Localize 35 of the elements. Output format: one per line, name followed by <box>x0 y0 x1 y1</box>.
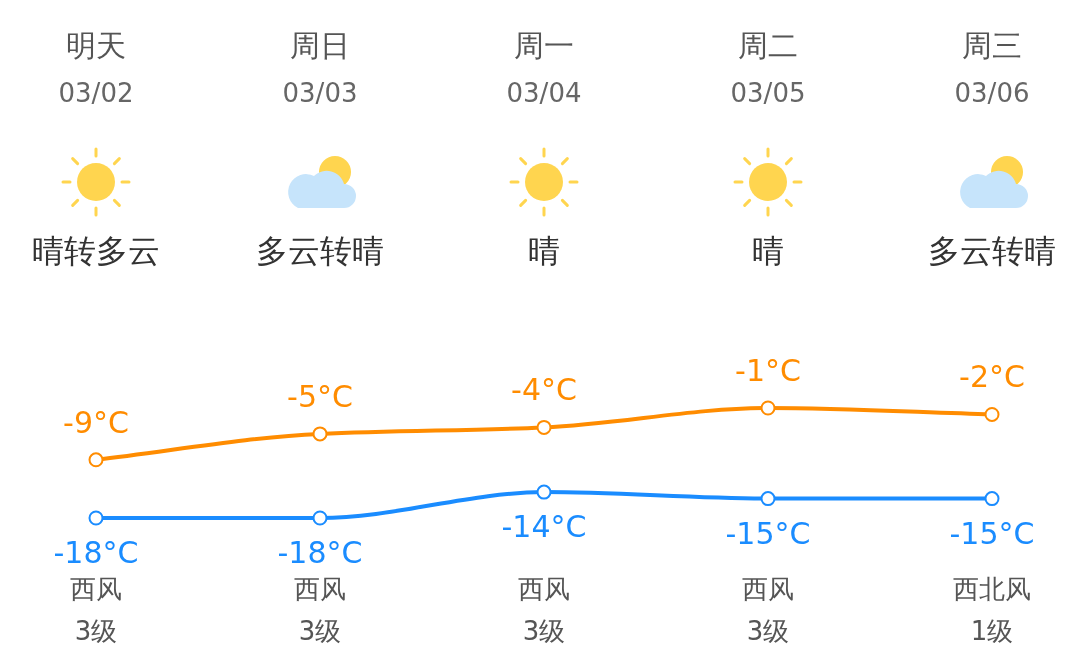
point <box>760 400 776 416</box>
text: 西风 3级 <box>518 574 570 646</box>
text: 多云转晴 <box>256 232 384 270</box>
data-label: -15°C <box>725 515 811 551</box>
point <box>536 419 552 435</box>
text: 晴 <box>752 232 784 270</box>
point <box>984 491 1000 507</box>
x-tick-label: 周日 03/03 <box>282 28 358 108</box>
point <box>88 510 104 526</box>
data-label: -18°C <box>277 535 363 570</box>
data-label: -15°C <box>949 515 1035 551</box>
point <box>312 510 328 526</box>
point <box>536 484 552 500</box>
x-tick-label: 周一 03/04 <box>506 28 582 108</box>
x-tick-label: 周二 03/05 <box>730 28 806 108</box>
data-label: -4°C <box>511 372 577 408</box>
text: 多云转晴 <box>928 232 1056 270</box>
text: 西风 3级 <box>70 574 122 646</box>
text: 西风 3级 <box>294 574 346 646</box>
data-label: -1°C <box>735 353 801 388</box>
point <box>312 426 328 442</box>
data-label: -14°C <box>501 509 587 545</box>
text: 西风 3级 <box>742 574 794 646</box>
x-tick-label: 周三 03/06 <box>954 28 1030 108</box>
x-tick-label: 明天 03/02 <box>58 28 134 108</box>
point <box>760 491 776 507</box>
data-label: -18°C <box>53 535 139 570</box>
point <box>88 452 104 468</box>
text: 西北风 1级 <box>953 574 1031 646</box>
text: 晴 <box>528 232 560 270</box>
data-label: -2°C <box>959 359 1025 395</box>
data-label: -9°C <box>63 404 129 440</box>
point <box>984 406 1000 422</box>
data-label: -5°C <box>287 378 353 414</box>
text: 晴转多云 <box>32 232 160 270</box>
